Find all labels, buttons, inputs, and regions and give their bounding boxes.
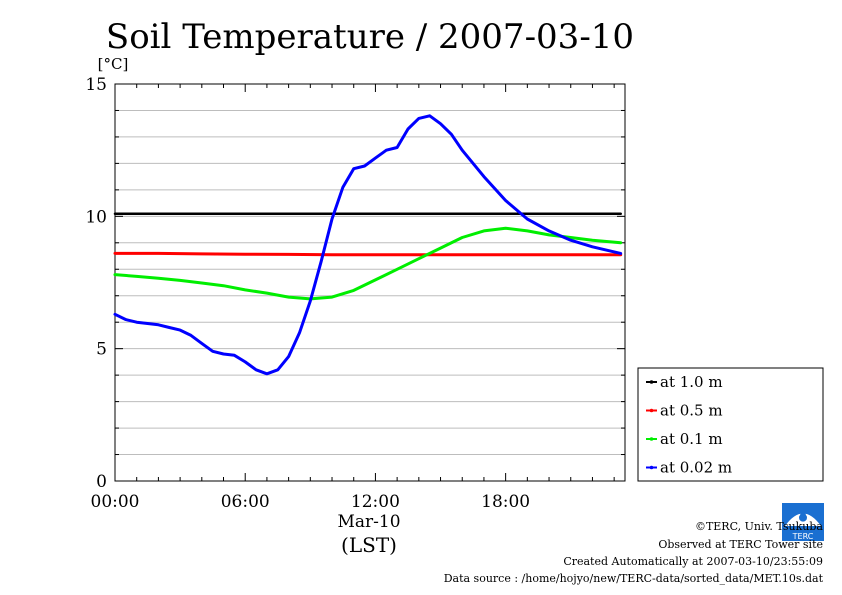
x-axis-label: (LST) bbox=[341, 533, 397, 557]
y-tick-label: 0 bbox=[96, 472, 107, 492]
logo-lettering: TERC bbox=[792, 532, 814, 541]
series-line bbox=[113, 114, 623, 376]
x-tick-label: 00:00 bbox=[91, 492, 140, 512]
legend-marker bbox=[649, 408, 654, 413]
series-line bbox=[113, 251, 623, 257]
x-tick-label: 12:00 bbox=[351, 492, 400, 512]
legend-marker bbox=[649, 380, 654, 384]
plot-frame bbox=[114, 83, 626, 482]
copyright-text: ©TERC, Univ. Tsukuba bbox=[694, 520, 823, 533]
legend-entry: at 0.5 m bbox=[660, 402, 723, 420]
legend-entry: at 1.0 m bbox=[660, 373, 723, 391]
y-axis: 0 5 10 15 bbox=[85, 75, 625, 492]
terc-logo: TERC bbox=[782, 503, 824, 541]
series-line bbox=[113, 226, 623, 301]
legend-box bbox=[637, 367, 824, 482]
grid-lines bbox=[115, 109, 625, 456]
legend-marker bbox=[649, 465, 654, 470]
legend-entry: at 0.02 m bbox=[660, 459, 732, 477]
x-axis: 00:00 06:00 12:00 18:00 bbox=[91, 84, 615, 512]
series-layer bbox=[113, 114, 623, 376]
chart-title: Soil Temperature / 2007-03-10 bbox=[106, 17, 634, 57]
y-axis-unit-label: [°C] bbox=[98, 55, 129, 73]
y-tick-label: 5 bbox=[96, 340, 107, 360]
legend-marker bbox=[649, 437, 654, 441]
legend-entry: at 0.1 m bbox=[660, 430, 723, 448]
y-tick-label: 10 bbox=[85, 207, 107, 227]
created-timestamp-text: Created Automatically at 2007-03-10/23:5… bbox=[563, 555, 823, 568]
y-tick-label: 15 bbox=[85, 75, 107, 95]
x-tick-label: 18:00 bbox=[481, 492, 530, 512]
legend: at 1.0 m at 0.5 m at 0.1 m at 0.02 m bbox=[637, 367, 824, 482]
x-axis-date-label: Mar-10 bbox=[337, 512, 400, 532]
x-tick-label: 06:00 bbox=[221, 492, 270, 512]
observed-at-text: Observed at TERC Tower site bbox=[658, 538, 823, 551]
data-source-text: Data source : /home/hojyo/new/TERC-data/… bbox=[443, 572, 823, 585]
